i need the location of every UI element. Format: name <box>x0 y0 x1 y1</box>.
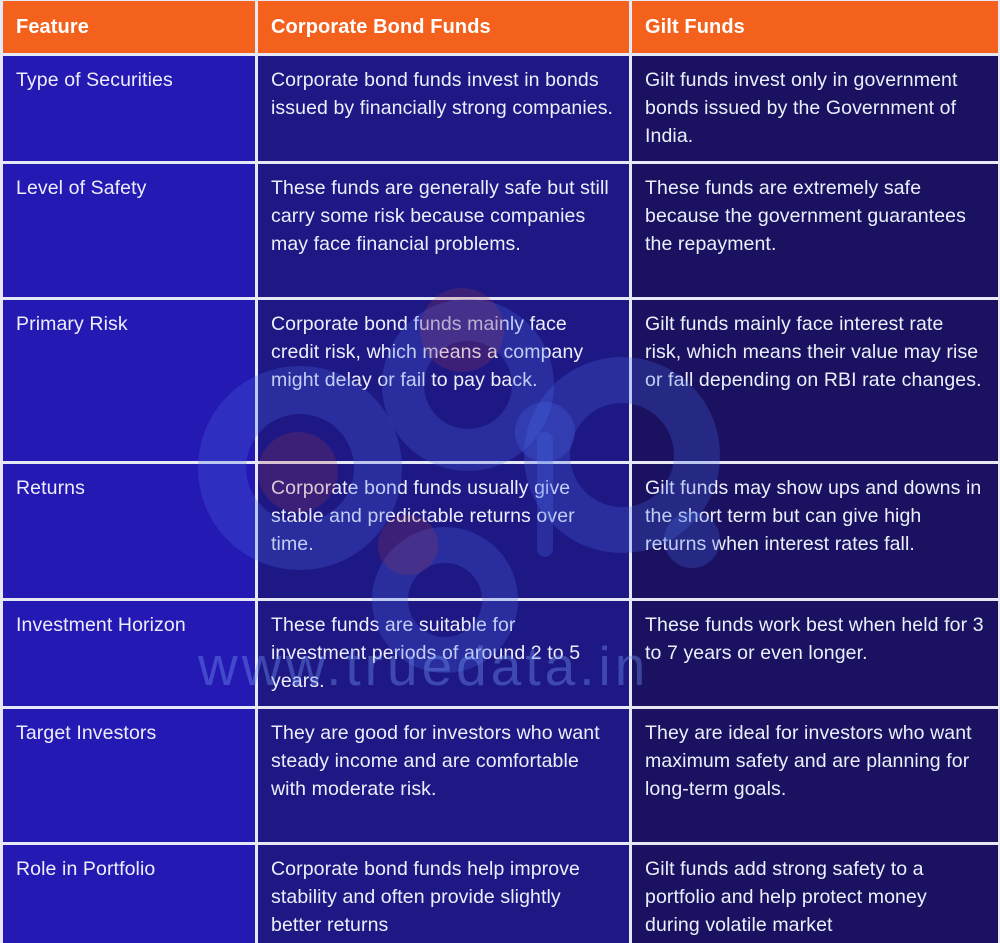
feature-cell-role-in-portfolio: Role in Portfolio <box>3 845 255 943</box>
feature-cell-level-of-safety: Level of Safety <box>3 164 255 297</box>
column-header-feature: Feature <box>3 1 255 53</box>
column-header-gilt-label: Gilt Funds <box>645 16 745 38</box>
feature-cell-primary-risk: Primary Risk <box>3 300 255 461</box>
gilt-cell-investment-horizon: These funds work best when held for 3 to… <box>632 601 998 706</box>
gilt-cell-role-in-portfolio: Gilt funds add strong safety to a portfo… <box>632 845 998 943</box>
gilt-cell-type-of-securities: Gilt funds invest only in government bon… <box>632 56 998 161</box>
gilt-cell-level-of-safety: These funds are extremely safe because t… <box>632 164 998 297</box>
corporate-cell-level-of-safety: These funds are generally safe but still… <box>258 164 629 297</box>
gilt-cell-primary-risk: Gilt funds mainly face interest rate ris… <box>632 300 998 461</box>
column-header-gilt-funds: Gilt Funds <box>632 1 998 53</box>
corporate-cell-primary-risk: Corporate bond funds mainly face credit … <box>258 300 629 461</box>
corporate-cell-investment-horizon: These funds are suitable for investment … <box>258 601 629 706</box>
corporate-cell-role-in-portfolio: Corporate bond funds help improve stabil… <box>258 845 629 943</box>
feature-cell-target-investors: Target Investors <box>3 709 255 842</box>
gilt-cell-returns: Gilt funds may show ups and downs in the… <box>632 464 998 598</box>
column-header-corporate-label: Corporate Bond Funds <box>271 16 491 38</box>
corporate-cell-returns: Corporate bond funds usually give stable… <box>258 464 629 598</box>
column-header-feature-label: Feature <box>16 16 89 38</box>
feature-cell-returns: Returns <box>3 464 255 598</box>
gilt-cell-target-investors: They are ideal for investors who want ma… <box>632 709 998 842</box>
corporate-cell-type-of-securities: Corporate bond funds invest in bonds iss… <box>258 56 629 161</box>
column-header-corporate-bond-funds: Corporate Bond Funds <box>258 1 629 53</box>
corporate-cell-target-investors: They are good for investors who want ste… <box>258 709 629 842</box>
feature-cell-investment-horizon: Investment Horizon <box>3 601 255 706</box>
feature-cell-type-of-securities: Type of Securities <box>3 56 255 161</box>
